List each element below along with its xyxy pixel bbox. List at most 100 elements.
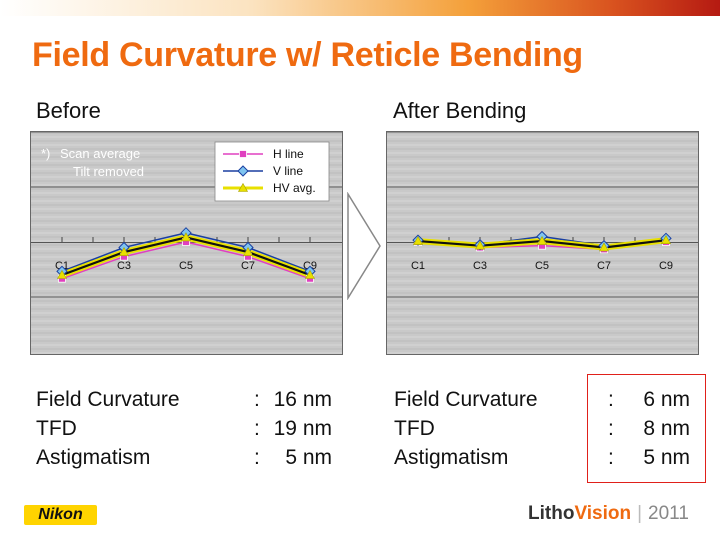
x-tick-label: C7 [597, 260, 611, 272]
lithovision-logo: LithoVision | 2011 [528, 503, 689, 525]
stat-value: 6 nm [643, 388, 690, 411]
background-stripe [387, 132, 698, 134]
stat-colon: : [608, 388, 614, 411]
stat-value: 19 nm [273, 417, 332, 440]
legend-label: HV avg. [273, 181, 316, 195]
x-tick-label: C3 [117, 260, 131, 272]
data-point [56, 269, 68, 279]
background-stripe [387, 184, 698, 186]
stat-label: Field Curvature [36, 388, 180, 411]
stat-label: TFD [36, 417, 77, 440]
legend-marker [237, 182, 249, 192]
background-stripe [387, 284, 698, 286]
background-stripe [31, 144, 342, 146]
data-point [660, 235, 672, 244]
background-stripe [387, 336, 698, 338]
background-stripe [31, 160, 342, 162]
background-stripe [387, 348, 698, 350]
x-tick-label: C9 [659, 260, 673, 272]
stat-label: Astigmatism [394, 446, 509, 469]
background-stripe [387, 176, 698, 178]
top-gradient-bar [0, 0, 720, 16]
logo-text-vision: Vision [574, 503, 632, 524]
legend-label: H line [273, 147, 304, 161]
background-stripe [387, 196, 698, 198]
background-stripe [31, 268, 342, 270]
background-stripe [31, 136, 342, 138]
after-chart-panel: C1 C3 C5 C7 C9 [386, 131, 699, 355]
after-stat-row: Field Curvature : 6 nm [394, 385, 694, 414]
background-stripe [31, 340, 342, 342]
background-stripe [31, 172, 342, 174]
before-heading: Before [36, 98, 101, 123]
data-point [242, 246, 254, 256]
background-stripe [387, 140, 698, 142]
background-stripe [387, 268, 698, 270]
background-stripe [31, 188, 342, 190]
background-stripe [387, 344, 698, 346]
background-stripe [387, 312, 698, 314]
background-stripe [387, 352, 698, 354]
background-stripe [387, 200, 698, 202]
background-stripe [387, 260, 698, 262]
background-stripe [387, 332, 698, 334]
background-stripe [387, 144, 698, 146]
background-stripe [387, 280, 698, 282]
stat-colon: : [254, 446, 260, 469]
background-stripe [387, 180, 698, 182]
after-stat-row: Astigmatism : 5 nm [394, 443, 694, 472]
stat-label: TFD [394, 417, 435, 440]
background-stripe [31, 224, 342, 226]
background-stripe [387, 224, 698, 226]
background-stripe [387, 204, 698, 206]
stat-value: 5 nm [285, 446, 332, 469]
background-stripe [31, 152, 342, 154]
background-stripe [387, 168, 698, 170]
background-stripe [387, 208, 698, 210]
x-tick-label: C5 [179, 260, 193, 272]
background-stripe [31, 320, 342, 322]
background-stripe [31, 220, 342, 222]
background-stripe [387, 156, 698, 158]
after-stats: Field Curvature : 6 nm TFD : 8 nm Astigm… [394, 385, 694, 472]
background-stripe [387, 212, 698, 214]
x-tick-label: C5 [535, 260, 549, 272]
before-stats: Field Curvature : 16 nm TFD : 19 nm Asti… [36, 385, 336, 472]
background-stripe [31, 200, 342, 202]
data-point [180, 232, 192, 242]
background-stripe [31, 168, 342, 170]
background-stripe [31, 316, 342, 318]
background-stripe [31, 308, 342, 310]
data-point [412, 235, 424, 245]
slide-title: Field Curvature w/ Reticle Bending [32, 36, 583, 74]
after-stat-row: TFD : 8 nm [394, 414, 694, 443]
background-stripe [31, 328, 342, 330]
legend-marker [239, 150, 247, 158]
background-stripe [31, 324, 342, 326]
background-stripe [31, 252, 342, 254]
background-stripe [31, 184, 342, 186]
background-stripe [31, 180, 342, 182]
legend-marker [237, 165, 249, 177]
background-stripe [387, 328, 698, 330]
stat-colon: : [608, 417, 614, 440]
background-stripe [387, 300, 698, 302]
chart-note-marker: *) [41, 146, 50, 161]
background-stripe [387, 288, 698, 290]
stat-value: 8 nm [643, 417, 690, 440]
background-stripe [387, 304, 698, 306]
background-stripe [31, 284, 342, 286]
background-stripe [31, 272, 342, 274]
background-stripe [387, 188, 698, 190]
background-stripe [387, 316, 698, 318]
logo-year: 2011 [648, 503, 689, 524]
background-stripe [387, 136, 698, 138]
background-stripe [31, 332, 342, 334]
background-stripe [387, 172, 698, 174]
x-tick-label: C7 [241, 260, 255, 272]
background-stripe [387, 264, 698, 266]
data-point [598, 242, 610, 252]
stat-colon: : [254, 388, 260, 411]
after-heading: After Bending [393, 98, 527, 123]
